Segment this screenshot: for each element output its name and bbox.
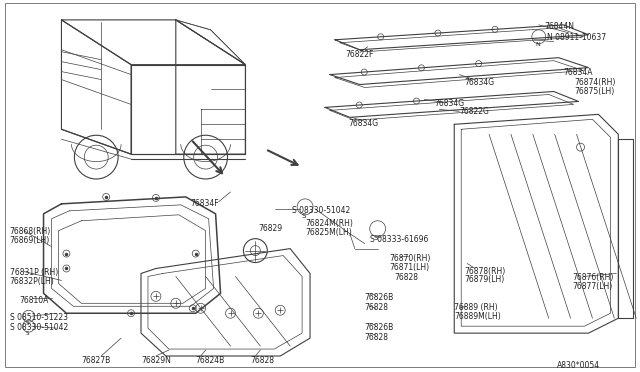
Text: 76825M(LH): 76825M(LH) (305, 228, 352, 237)
Text: S 08330-51042: S 08330-51042 (10, 323, 68, 332)
Text: 76834F: 76834F (191, 199, 220, 208)
Text: 76868(RH): 76868(RH) (10, 227, 51, 236)
Text: 76834G: 76834G (348, 119, 378, 128)
Text: 76875(LH): 76875(LH) (575, 87, 615, 96)
Text: 76822G: 76822G (460, 108, 489, 116)
Text: 76829: 76829 (259, 224, 282, 233)
Text: 76869(LH): 76869(LH) (10, 236, 50, 245)
Text: 76879(LH): 76879(LH) (464, 275, 504, 285)
Text: A830*0054: A830*0054 (557, 361, 600, 370)
Text: N 08911-10637: N 08911-10637 (547, 33, 606, 42)
Text: 76844N: 76844N (545, 22, 575, 31)
Text: 76876(RH): 76876(RH) (573, 273, 614, 282)
Text: 76829N: 76829N (141, 356, 171, 365)
Text: 76828: 76828 (250, 356, 275, 365)
Text: 76828: 76828 (365, 303, 388, 312)
Text: S: S (26, 331, 29, 336)
Text: 76824B: 76824B (196, 356, 225, 365)
Circle shape (250, 246, 260, 256)
Text: 76828: 76828 (365, 333, 388, 342)
Text: 76810A: 76810A (20, 296, 49, 305)
Text: 76827B: 76827B (81, 356, 111, 365)
Text: 76824M(RH): 76824M(RH) (305, 219, 353, 228)
Text: 76832P(LH): 76832P(LH) (10, 278, 54, 286)
Text: 76826B: 76826B (365, 323, 394, 332)
Text: 76874(RH): 76874(RH) (575, 78, 616, 87)
Text: S: S (301, 213, 305, 219)
Text: 76826B: 76826B (365, 294, 394, 302)
Text: S: S (26, 321, 29, 326)
Text: S 08510-51223: S 08510-51223 (10, 313, 68, 322)
Text: 76828: 76828 (395, 273, 419, 282)
Text: 76878(RH): 76878(RH) (464, 266, 506, 276)
Text: 76889 (RH): 76889 (RH) (454, 303, 498, 312)
Text: 76877(LH): 76877(LH) (573, 282, 613, 291)
Text: 76822F: 76822F (345, 50, 373, 59)
Text: S 08333-61696: S 08333-61696 (370, 235, 428, 244)
Text: 76831P (RH): 76831P (RH) (10, 269, 58, 278)
Text: S: S (374, 235, 378, 241)
Text: N: N (536, 42, 541, 47)
Text: 76870(RH): 76870(RH) (390, 254, 431, 263)
Text: 76834A: 76834A (564, 68, 593, 77)
Text: 76871(LH): 76871(LH) (390, 263, 429, 272)
Text: 76834G: 76834G (464, 78, 494, 87)
Text: 76834G: 76834G (435, 99, 465, 109)
Text: S 08330-51042: S 08330-51042 (292, 206, 351, 215)
Text: 76889M(LH): 76889M(LH) (454, 312, 501, 321)
